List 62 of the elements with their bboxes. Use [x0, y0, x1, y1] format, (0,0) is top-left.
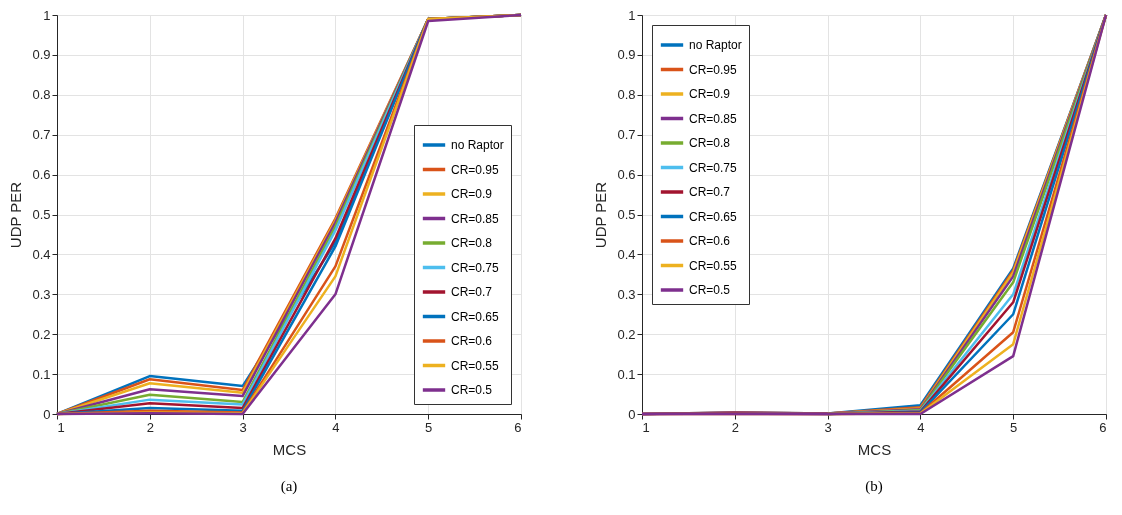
y-tick-label: 0.6	[32, 167, 51, 183]
y-tick-label: 0	[43, 406, 51, 422]
legend-label: CR=0.55	[689, 258, 738, 273]
legend-label: CR=0.65	[451, 309, 500, 324]
x-tick-label: 5	[1010, 419, 1018, 435]
x-tick-label: 5	[425, 419, 433, 435]
y-tick-label: 0.7	[617, 127, 636, 143]
legend-label: CR=0.65	[689, 209, 738, 224]
legend-label: CR=0.85	[689, 111, 738, 126]
x-tick-label: 3	[824, 419, 832, 435]
y-tick-label: 1	[43, 7, 51, 23]
y-tick-label: 0	[628, 406, 636, 422]
legend-label: no Raptor	[689, 38, 742, 52]
legend-label: CR=0.5	[451, 383, 493, 397]
x-tick-label: 4	[332, 419, 340, 435]
y-tick-label: 0.8	[617, 87, 636, 103]
y-tick-label: 0.6	[617, 167, 636, 183]
legend-label: CR=0.95	[689, 62, 738, 77]
y-axis-title: UDP PER	[7, 181, 25, 249]
y-tick-label: 0.1	[32, 366, 51, 382]
y-tick-label: 0.1	[617, 366, 636, 382]
y-tick-label: 0.3	[32, 286, 51, 302]
legend-label: CR=0.6	[689, 234, 731, 248]
x-tick-label: 1	[642, 419, 650, 435]
text: (a)	[280, 478, 298, 495]
x-axis-title: MCS	[272, 440, 307, 458]
y-tick-label: 0.8	[32, 87, 51, 103]
legend-label: CR=0.95	[451, 162, 500, 177]
y-tick-label: 0.5	[617, 207, 636, 222]
legend-label: CR=0.7	[451, 285, 493, 299]
x-tick-label: 6	[1099, 419, 1107, 435]
legend-label: CR=0.5	[689, 283, 731, 297]
y-tick-label: 0.3	[617, 286, 636, 302]
x-tick-label: 1	[57, 419, 65, 435]
x-tick-label: 6	[514, 419, 522, 435]
x-axis-title: MCS	[857, 440, 892, 458]
legend-label: CR=0.9	[689, 87, 731, 101]
x-tick-label: 4	[917, 419, 925, 435]
legend-label: CR=0.85	[451, 211, 500, 226]
y-tick-label: 0.9	[32, 47, 51, 63]
y-tick-label: 0.9	[617, 47, 636, 63]
y-tick-label: 0.2	[617, 326, 636, 342]
legend-label: CR=0.6	[451, 334, 493, 348]
legend-label: CR=0.55	[451, 358, 500, 373]
y-tick-label: 0.5	[32, 207, 51, 222]
y-tick-label: 0.7	[32, 127, 51, 143]
legend-label: CR=0.8	[451, 236, 493, 250]
y-tick-label: 0.4	[32, 246, 51, 262]
y-axis-title: UDP PER	[592, 181, 610, 249]
x-tick-label: 2	[731, 419, 739, 435]
legend-label: CR=0.9	[451, 187, 493, 201]
legend-label: no Raptor	[451, 138, 504, 152]
y-tick-label: 0.4	[617, 246, 636, 262]
x-tick-label: 2	[146, 419, 154, 435]
legend-label: CR=0.8	[689, 136, 731, 150]
y-tick-label: 1	[628, 7, 636, 23]
legend-label: CR=0.7	[689, 185, 731, 199]
legend-label: CR=0.75	[689, 160, 738, 175]
text: (b)	[865, 478, 883, 495]
x-tick-label: 3	[239, 419, 247, 435]
y-tick-label: 0.2	[32, 326, 51, 342]
legend-label: CR=0.75	[451, 260, 500, 275]
